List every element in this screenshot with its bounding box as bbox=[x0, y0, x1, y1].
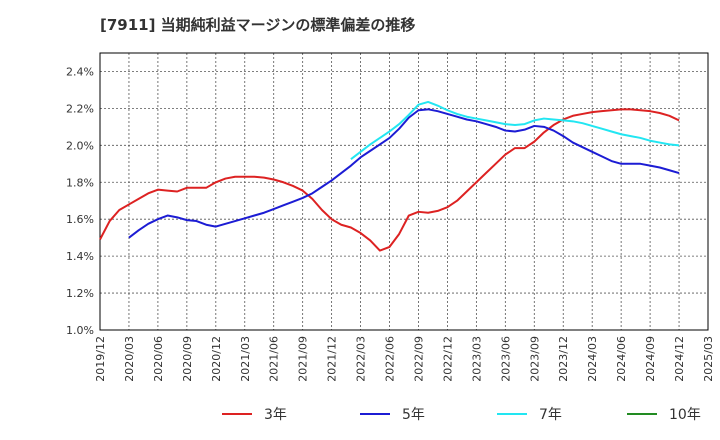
y-tick-label: 2.4% bbox=[66, 65, 94, 78]
x-tick-label: 2024/12 bbox=[673, 336, 686, 382]
x-tick-label: 2020/06 bbox=[152, 336, 165, 382]
x-tick-label: 2019/12 bbox=[94, 336, 107, 382]
x-tick-label: 2022/03 bbox=[355, 336, 368, 382]
plot-area-border bbox=[99, 52, 709, 331]
y-tick-label: 2.0% bbox=[66, 139, 94, 152]
x-tick-label: 2023/09 bbox=[528, 336, 541, 382]
x-tick-label: 2022/12 bbox=[441, 336, 454, 382]
y-tick-label: 1.8% bbox=[66, 176, 94, 189]
x-tick-label: 2022/06 bbox=[384, 336, 397, 382]
y-axis: 1.0% 1.2% 1.4% 1.6% 1.8% 2.0% 2.2% 2.4% bbox=[66, 65, 94, 337]
y-tick-label: 1.2% bbox=[66, 287, 94, 300]
legend-label-3: 7年 bbox=[539, 407, 562, 423]
chart-title: [7911] 当期純利益マージンの標準偏差の推移 bbox=[100, 16, 416, 34]
x-tick-label: 2023/06 bbox=[499, 336, 512, 382]
x-tick-label: 2023/12 bbox=[557, 336, 570, 382]
x-tick-label: 2025/03 bbox=[702, 336, 715, 382]
x-tick-label: 2023/03 bbox=[470, 336, 483, 382]
series-line-1 bbox=[99, 108, 680, 252]
grid bbox=[100, 53, 708, 330]
legend-label-1: 3年 bbox=[264, 407, 287, 423]
legend: 3年 5年 7年 10年 bbox=[222, 407, 701, 423]
legend-label-4: 10年 bbox=[669, 407, 701, 423]
x-tick-label: 2021/03 bbox=[239, 336, 252, 382]
x-tick-label: 2021/09 bbox=[297, 336, 310, 382]
series-lines bbox=[99, 100, 680, 252]
y-tick-label: 1.0% bbox=[66, 324, 94, 337]
series-line-2 bbox=[128, 108, 680, 239]
legend-label-2: 5年 bbox=[402, 407, 425, 423]
y-tick-label: 1.6% bbox=[66, 213, 94, 226]
x-tick-label: 2021/06 bbox=[268, 336, 281, 382]
x-tick-label: 2020/03 bbox=[123, 336, 136, 382]
series-line-3 bbox=[350, 100, 680, 160]
x-tick-label: 2024/03 bbox=[586, 336, 599, 382]
x-tick-label: 2020/09 bbox=[181, 336, 194, 382]
y-tick-label: 1.4% bbox=[66, 250, 94, 263]
x-tick-label: 2020/12 bbox=[210, 336, 223, 382]
x-tick-label: 2021/12 bbox=[326, 336, 339, 382]
x-tick-label: 2024/06 bbox=[615, 336, 628, 382]
x-axis: 2019/12 2020/03 2020/06 2020/09 2020/12 2021/… bbox=[94, 336, 715, 382]
x-tick-label: 2024/09 bbox=[644, 336, 657, 382]
y-tick-label: 2.2% bbox=[66, 102, 94, 115]
x-tick-label: 2022/09 bbox=[412, 336, 425, 382]
